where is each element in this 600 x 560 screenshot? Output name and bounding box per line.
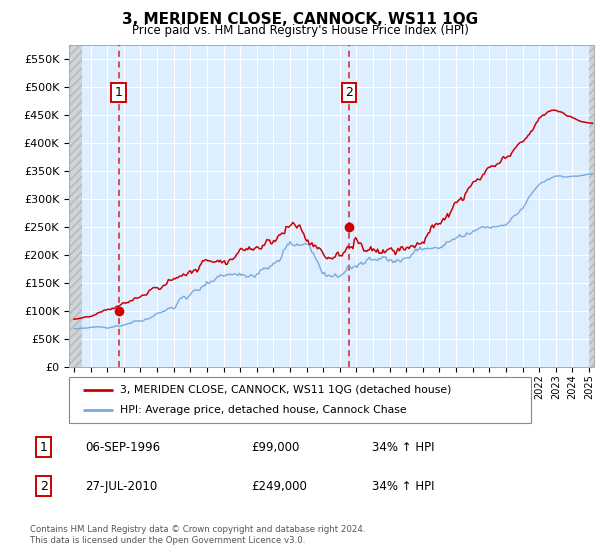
Text: Contains HM Land Registry data © Crown copyright and database right 2024.: Contains HM Land Registry data © Crown c… <box>30 525 365 534</box>
Text: HPI: Average price, detached house, Cannock Chase: HPI: Average price, detached house, Cann… <box>120 405 406 416</box>
Text: 3, MERIDEN CLOSE, CANNOCK, WS11 1QG (detached house): 3, MERIDEN CLOSE, CANNOCK, WS11 1QG (det… <box>120 385 451 395</box>
Text: 3, MERIDEN CLOSE, CANNOCK, WS11 1QG: 3, MERIDEN CLOSE, CANNOCK, WS11 1QG <box>122 12 478 27</box>
Text: 2: 2 <box>40 480 48 493</box>
Bar <box>61 42 82 367</box>
Text: 27-JUL-2010: 27-JUL-2010 <box>85 480 157 493</box>
Text: 34% ↑ HPI: 34% ↑ HPI <box>372 480 435 493</box>
FancyBboxPatch shape <box>69 377 531 423</box>
Text: Price paid vs. HM Land Registry's House Price Index (HPI): Price paid vs. HM Land Registry's House … <box>131 24 469 36</box>
Text: £249,000: £249,000 <box>251 480 307 493</box>
Text: 1: 1 <box>40 441 48 454</box>
Text: 2: 2 <box>345 86 353 99</box>
Text: 34% ↑ HPI: 34% ↑ HPI <box>372 441 435 454</box>
Text: 06-SEP-1996: 06-SEP-1996 <box>85 441 160 454</box>
Text: This data is licensed under the Open Government Licence v3.0.: This data is licensed under the Open Gov… <box>30 536 305 545</box>
Bar <box>589 42 600 367</box>
Text: £99,000: £99,000 <box>251 441 299 454</box>
Text: 1: 1 <box>115 86 122 99</box>
